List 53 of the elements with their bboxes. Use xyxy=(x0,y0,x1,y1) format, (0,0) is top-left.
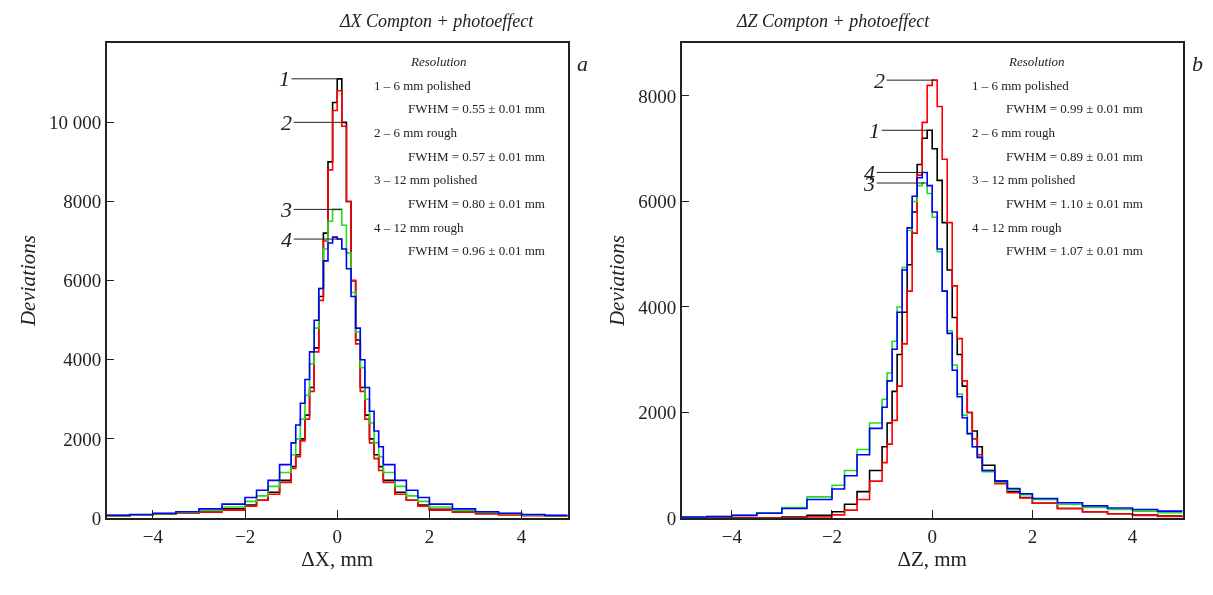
annotation: FWHM = 0.89 ± 0.01 mm xyxy=(1006,149,1143,164)
y-tick-label: 4000 xyxy=(638,296,677,318)
text: a xyxy=(577,51,588,76)
y-tick-label: 4000 xyxy=(63,349,102,371)
x-tick-label: −2 xyxy=(821,525,843,547)
annotation: 3 xyxy=(280,197,292,222)
annotation: FWHM = 0.55 ± 0.01 mm xyxy=(408,101,545,116)
annotation: 1 xyxy=(279,66,290,91)
annotation: FWHM = 1.10 ± 0.01 mm xyxy=(1006,196,1143,211)
y-tick-label: 2000 xyxy=(638,402,677,424)
y-tick-label: 0 xyxy=(666,507,677,529)
y-tick-label: 8000 xyxy=(63,191,102,213)
annotation: 3 – 12 mm polished xyxy=(374,172,478,187)
text: b xyxy=(1192,51,1203,76)
x-tick-label: 0 xyxy=(927,525,937,547)
chart-title: ΔX Compton + photoeffect xyxy=(339,11,535,31)
annotation: 1 – 6 mm polished xyxy=(374,78,472,93)
x-tick-label: 2 xyxy=(1027,525,1038,547)
annotation: 2 – 6 mm rough xyxy=(374,125,458,140)
y-tick-label: 2000 xyxy=(63,428,102,450)
annotation: Resolution xyxy=(1008,54,1065,69)
annotation: FWHM = 0.57 ± 0.01 mm xyxy=(408,149,545,164)
annotation: 4 xyxy=(281,227,292,252)
y-tick-label: 8000 xyxy=(638,85,677,107)
y-tick-label: 0 xyxy=(91,507,102,529)
x-tick-label: 2 xyxy=(424,525,435,547)
x-tick-label: 4 xyxy=(516,525,527,547)
y-tick-label: 6000 xyxy=(638,191,677,213)
annotation: 2 xyxy=(281,110,292,135)
x-tick-label: 4 xyxy=(1127,525,1138,547)
y-axis-title: Deviations xyxy=(15,235,40,328)
annotation: 4 – 12 mm rough xyxy=(374,220,465,235)
annotation: Resolution xyxy=(410,54,467,69)
annotation: FWHM = 0.96 ± 0.01 mm xyxy=(408,243,545,258)
annotation: 4 – 12 mm rough xyxy=(972,220,1063,235)
chart-title: ΔZ Compton + photoeffect xyxy=(736,11,931,31)
x-tick-label: −4 xyxy=(142,525,164,547)
annotation: FWHM = 0.80 ± 0.01 mm xyxy=(408,196,545,211)
annotation: FWHM = 0.99 ± 0.01 mm xyxy=(1006,101,1143,116)
y-tick-label: 6000 xyxy=(63,270,102,292)
annotation: 2 xyxy=(874,68,885,93)
annotation: 1 xyxy=(869,118,880,143)
y-tick-label: 10 000 xyxy=(48,112,102,133)
annotation: 2 – 6 mm rough xyxy=(972,125,1056,140)
x-tick-label: −4 xyxy=(721,525,743,547)
y-axis-title: Deviations xyxy=(604,235,629,328)
x-axis-title: ΔX, mm xyxy=(301,547,374,572)
annotation: FWHM = 1.07 ± 0.01 mm xyxy=(1006,243,1143,258)
annotation: 3 – 12 mm polished xyxy=(972,172,1076,187)
x-tick-label: 0 xyxy=(332,525,342,547)
x-tick-label: −2 xyxy=(234,525,256,547)
x-axis-title: ΔZ, mm xyxy=(897,547,967,572)
annotation: 1 – 6 mm polished xyxy=(972,78,1070,93)
